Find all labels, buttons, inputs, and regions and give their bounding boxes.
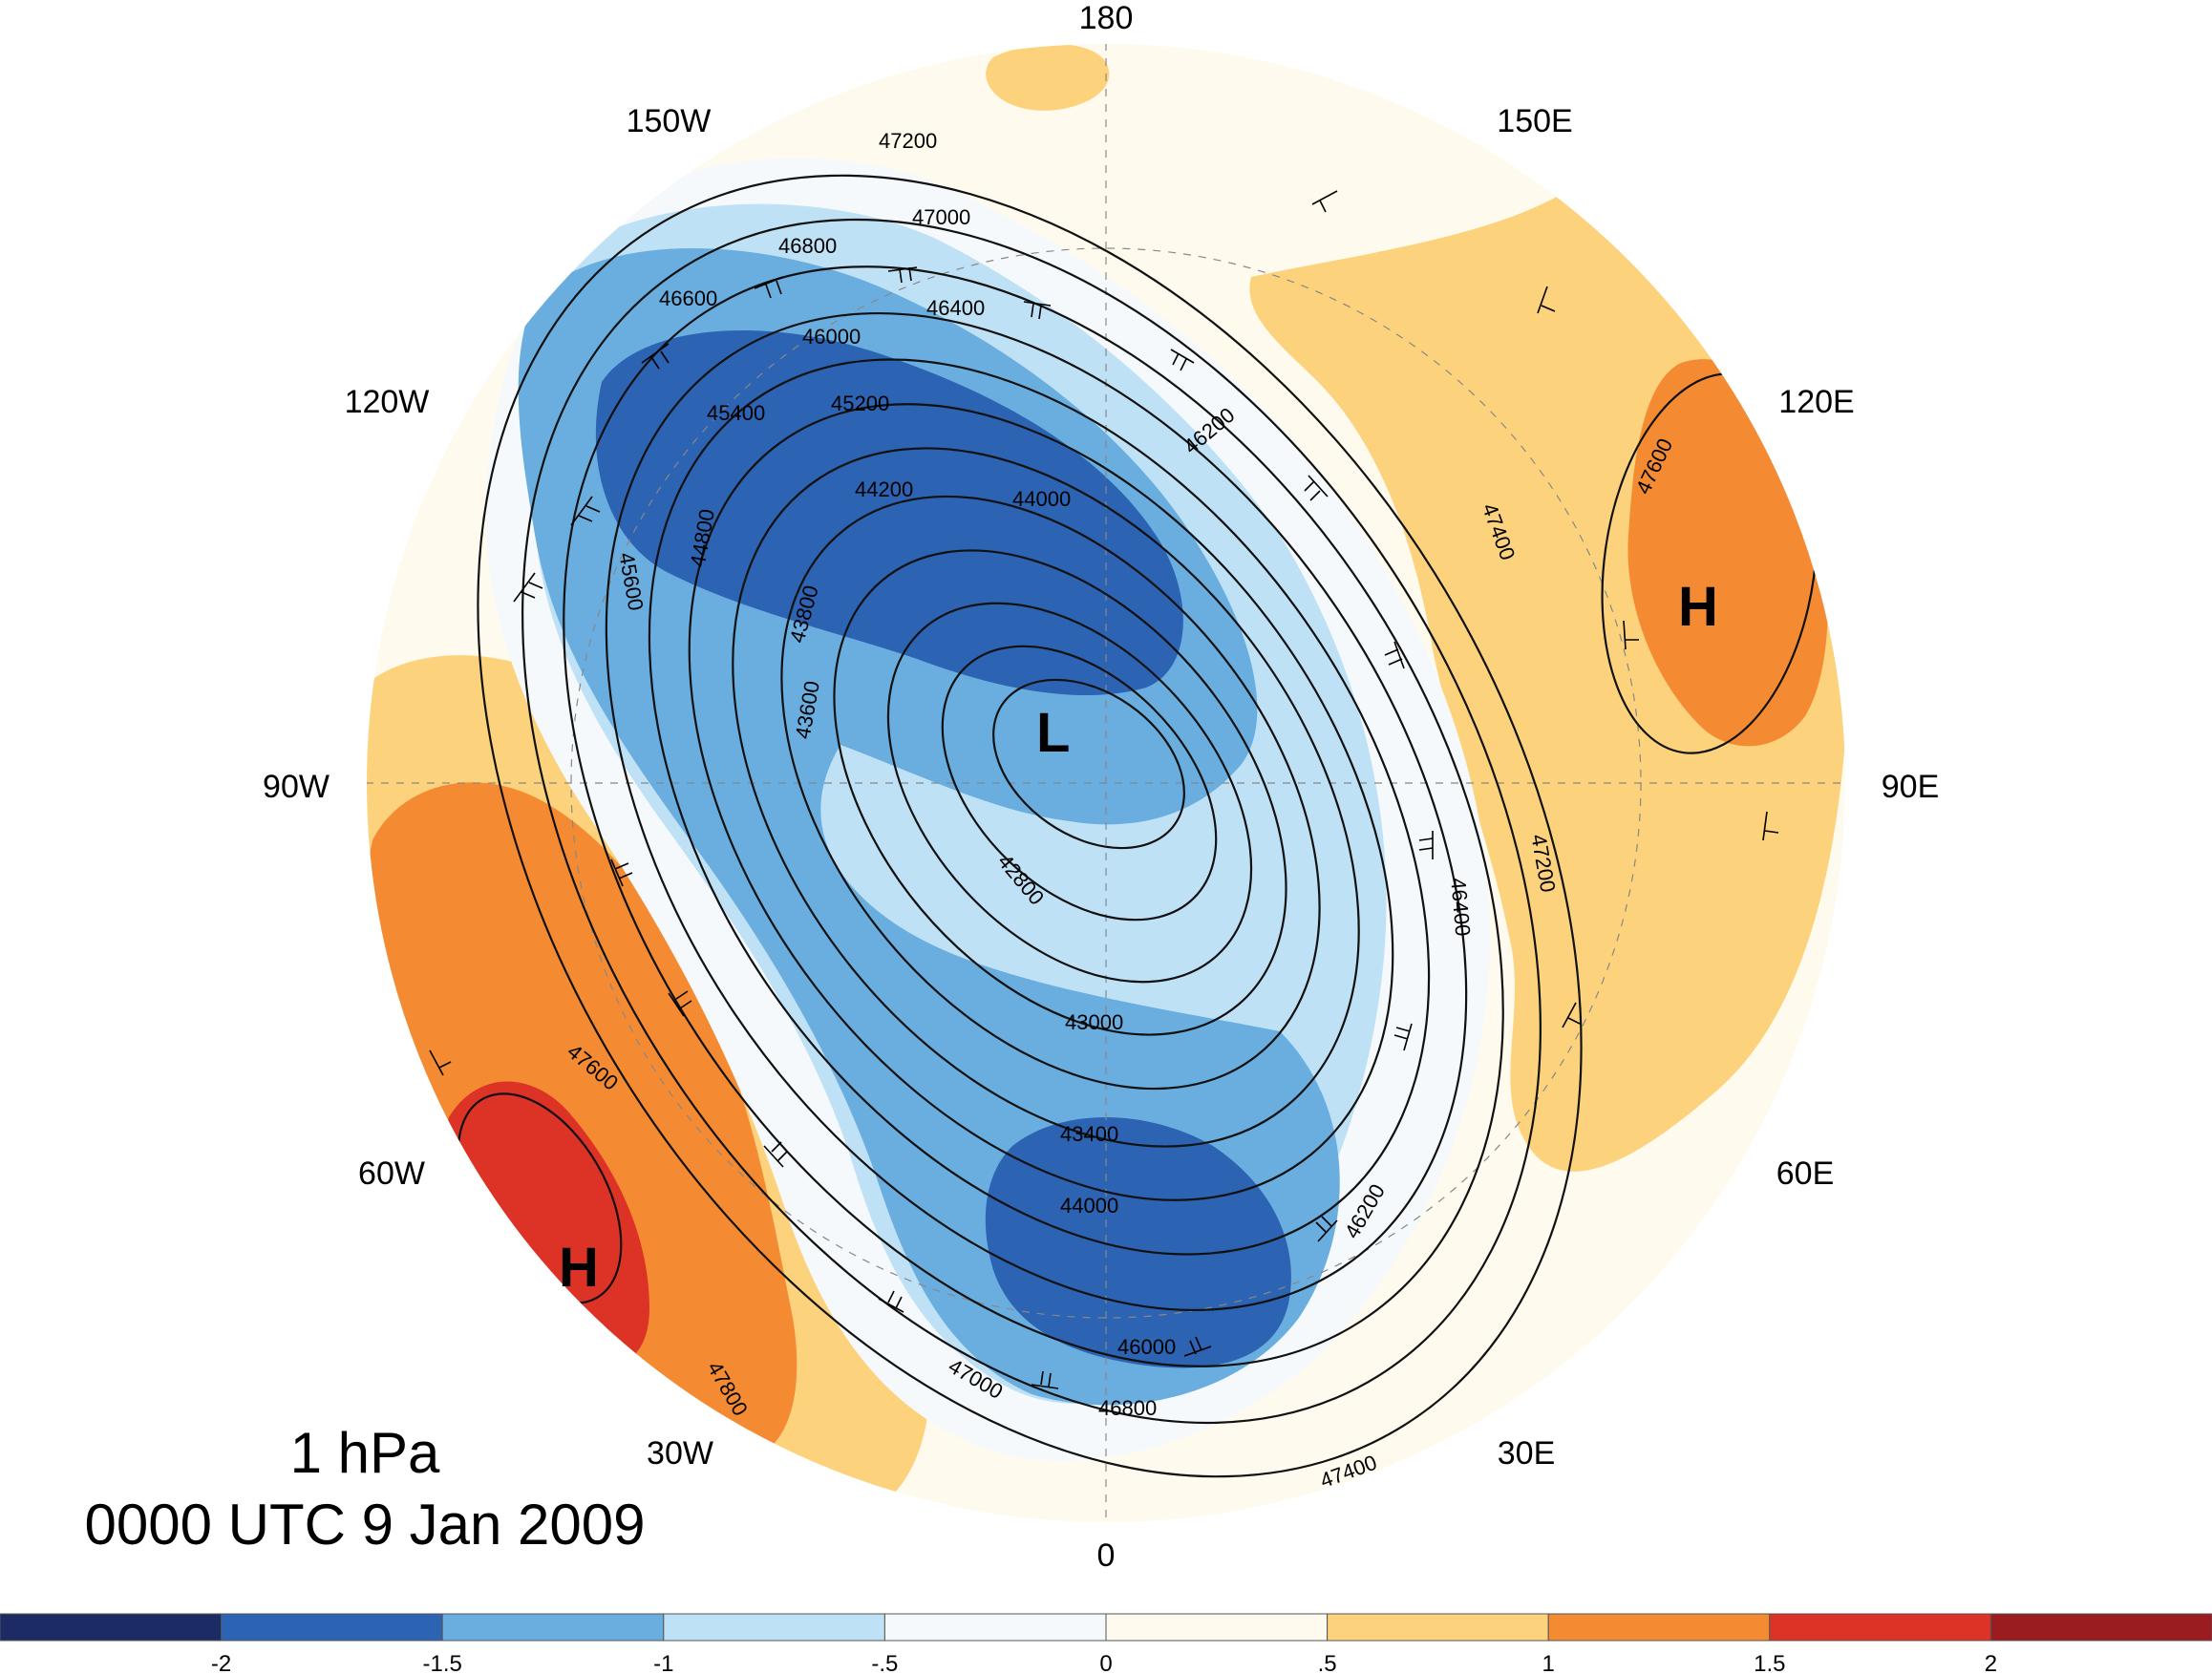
colorbar-swatch xyxy=(1327,1613,1549,1642)
lon-label-120e: 120E xyxy=(1778,384,1854,420)
contour-label: 46800 xyxy=(1098,1396,1157,1420)
contour-label: 44000 xyxy=(1060,1194,1118,1218)
lon-label-150w: 150W xyxy=(627,103,712,139)
anomaly-positive-west-orange xyxy=(366,782,798,1461)
colorbar-swatch xyxy=(441,1613,665,1642)
high-pressure-center-west: H xyxy=(559,1237,599,1299)
lon-label-90w: 90W xyxy=(263,769,330,805)
colorbar-swatch xyxy=(1105,1613,1329,1642)
contour-label: 43000 xyxy=(1065,1010,1123,1034)
lon-label-0: 0 xyxy=(1097,1537,1116,1574)
valid-time-title: 0000 UTC 9 Jan 2009 xyxy=(84,1493,645,1557)
colorbar-swatch xyxy=(1989,1613,2212,1642)
pressure-level-title: 1 hPa xyxy=(290,1421,440,1485)
graticule xyxy=(366,43,1846,1523)
colorbar-tick-label: .5 xyxy=(1318,1651,1337,1674)
colorbar-swatch xyxy=(1769,1613,1991,1642)
anomaly-negative-dark-arctic xyxy=(595,330,1183,696)
colorbar-tick-label: -2 xyxy=(211,1651,231,1674)
high-pressure-center-east: H xyxy=(1678,576,1718,638)
lon-label-30e: 30E xyxy=(1498,1435,1556,1472)
colorbar-tick-label: -.5 xyxy=(871,1651,898,1674)
colorbar-tick-label: 1 xyxy=(1542,1651,1555,1674)
lon-label-180: 180 xyxy=(1079,0,1134,36)
colorbar-tick-label: -1 xyxy=(653,1651,673,1674)
anomaly-negative-dark-atlantic xyxy=(985,1117,1291,1368)
contour-label: 46400 xyxy=(1446,877,1475,937)
anomaly-shading xyxy=(366,43,1846,1523)
colorbar-tick-label: 2 xyxy=(1985,1651,1997,1674)
contour-label: 43400 xyxy=(1060,1122,1118,1146)
colorbar-swatch xyxy=(221,1613,443,1642)
colorbar-tick-label: -1.5 xyxy=(423,1651,462,1674)
colorbar: -2 -1.5 -1 -.5 0 .5 1 1.5 2 xyxy=(0,1613,2212,1674)
lon-label-150e: 150E xyxy=(1497,103,1572,139)
contour-label: 46000 xyxy=(1117,1335,1176,1359)
contour-label: 45400 xyxy=(707,401,765,425)
lon-label-60w: 60W xyxy=(358,1155,425,1192)
colorbar-swatch xyxy=(1547,1613,1771,1642)
contour-label: 45200 xyxy=(831,392,889,415)
colorbar-swatch xyxy=(0,1613,223,1642)
lon-label-60e: 60E xyxy=(1776,1155,1835,1192)
contour-label: 47000 xyxy=(912,205,970,229)
contour-label: 46800 xyxy=(778,234,837,258)
contour-label: 47200 xyxy=(879,129,937,153)
contour-label: 46600 xyxy=(659,286,717,310)
contour-label: 44000 xyxy=(1012,487,1071,511)
longitude-labels: 180 150W 150E 120W 120E 90W 90E 60W 60E … xyxy=(263,0,1939,1574)
anomaly-positive-north xyxy=(986,44,1110,111)
low-pressure-center: L xyxy=(1036,702,1070,764)
lon-label-90e: 90E xyxy=(1882,769,1940,805)
lon-label-30w: 30W xyxy=(647,1435,713,1472)
lon-label-120w: 120W xyxy=(345,384,430,420)
geopotential-contours xyxy=(457,174,1819,1478)
contour-label: 44200 xyxy=(855,477,913,501)
colorbar-swatch xyxy=(883,1613,1107,1642)
contour-label: 46400 xyxy=(926,296,985,320)
contour-label: 46000 xyxy=(802,325,861,349)
map-boundary xyxy=(365,42,1847,1524)
colorbar-swatch xyxy=(663,1613,885,1642)
colorbar-tick-label: 0 xyxy=(1099,1651,1112,1674)
colorbar-tick-label: 1.5 xyxy=(1754,1651,1785,1674)
anomaly-positive-west-red xyxy=(445,1081,649,1364)
